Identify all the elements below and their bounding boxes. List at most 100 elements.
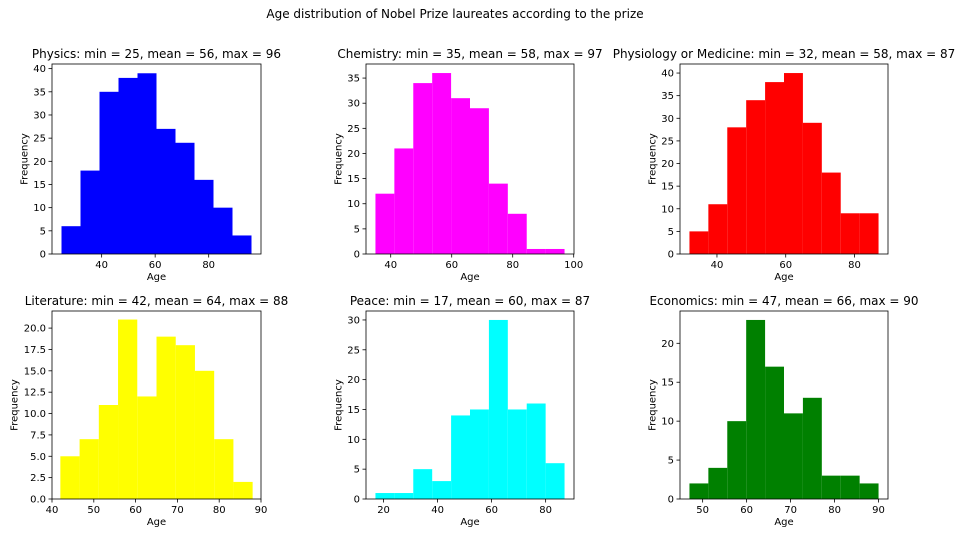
y-tick-label: 5 bbox=[668, 227, 674, 238]
y-tick-label: 5 bbox=[354, 224, 360, 235]
x-tick-label: 60 bbox=[779, 260, 792, 271]
bars bbox=[689, 73, 879, 254]
histogram-bar bbox=[727, 127, 747, 254]
y-tick-label: 15 bbox=[33, 180, 46, 191]
histogram-bar bbox=[840, 213, 860, 254]
y-tick-label: 20 bbox=[661, 339, 674, 350]
y-tick-label: 5 bbox=[354, 465, 360, 476]
y-tick-label: 0 bbox=[354, 495, 360, 506]
histogram-bar bbox=[60, 456, 80, 499]
histogram-bar bbox=[470, 409, 489, 499]
histogram-bar bbox=[118, 77, 138, 254]
histogram-physics: Physics: min = 25, mean = 56, max = 96 A… bbox=[19, 47, 281, 283]
y-tick-label: 7.5 bbox=[30, 430, 46, 441]
histogram-bar bbox=[175, 345, 195, 499]
axes-frame bbox=[365, 63, 575, 255]
ticks: 50 60 70 80 90 0 5 10 15 20 bbox=[661, 339, 885, 516]
y-axis-label: Frequency bbox=[10, 379, 21, 431]
histogram-bar bbox=[413, 83, 433, 255]
axes-frame bbox=[679, 310, 889, 500]
histogram-bar bbox=[689, 483, 709, 499]
y-tick-label: 15 bbox=[347, 405, 360, 416]
x-tick-label: 70 bbox=[171, 505, 184, 516]
histogram-economics: Economics: min = 47, mean = 66, max = 90… bbox=[647, 294, 918, 528]
y-axis-label: Frequency bbox=[19, 133, 30, 185]
histogram-bar bbox=[98, 405, 119, 499]
axes-frame bbox=[51, 63, 262, 255]
histogram-bar bbox=[821, 475, 841, 499]
x-tick-label: 40 bbox=[46, 505, 59, 516]
x-axis-label: Age bbox=[774, 272, 793, 283]
histogram-bar bbox=[488, 319, 508, 499]
x-tick-label: 80 bbox=[506, 260, 519, 271]
chart-title: Physics: min = 25, mean = 56, max = 96 bbox=[32, 47, 281, 61]
histogram-bar bbox=[859, 483, 879, 499]
histogram-bar bbox=[432, 481, 452, 499]
chart-title: Peace: min = 17, mean = 60, max = 87 bbox=[350, 294, 590, 308]
y-tick-label: 25 bbox=[33, 134, 46, 145]
y-tick-label: 0 bbox=[668, 250, 674, 261]
bars bbox=[689, 319, 879, 499]
histogram-chemistry: Chemistry: min = 35, mean = 58, max = 97… bbox=[333, 47, 602, 283]
y-tick-label: 0.0 bbox=[30, 495, 46, 506]
histogram-bar bbox=[727, 421, 747, 499]
x-tick-label: 60 bbox=[740, 505, 753, 516]
histogram-bar bbox=[214, 439, 234, 499]
y-tick-label: 15 bbox=[661, 378, 674, 389]
x-axis-label: Age bbox=[460, 272, 479, 283]
y-tick-label: 10.0 bbox=[24, 409, 46, 420]
x-tick-label: 100 bbox=[564, 260, 583, 271]
y-tick-label: 30 bbox=[33, 110, 46, 121]
y-tick-label: 10 bbox=[661, 417, 674, 428]
histogram-physiology-or-medicine: Physiology or Medicine: min = 32, mean =… bbox=[613, 47, 956, 283]
histogram-bar bbox=[213, 207, 233, 254]
y-tick-label: 15.0 bbox=[24, 366, 46, 377]
y-axis-label: Frequency bbox=[333, 379, 344, 431]
histogram-bar bbox=[507, 213, 527, 254]
histogram-bar bbox=[61, 226, 81, 254]
histogram-bar bbox=[859, 213, 879, 254]
y-tick-label: 2.5 bbox=[30, 473, 46, 484]
y-axis-label: Frequency bbox=[333, 133, 344, 185]
histogram-bar bbox=[765, 366, 784, 499]
y-tick-label: 17.5 bbox=[24, 345, 46, 356]
x-tick-label: 70 bbox=[784, 505, 797, 516]
y-tick-label: 20.0 bbox=[24, 324, 46, 335]
y-tick-label: 30 bbox=[347, 315, 360, 326]
y-tick-label: 35 bbox=[661, 91, 674, 102]
histogram-bar bbox=[156, 336, 176, 499]
chart-title: Chemistry: min = 35, mean = 58, max = 97 bbox=[337, 47, 602, 61]
histogram-bar bbox=[746, 319, 766, 499]
histogram-bar bbox=[194, 179, 214, 254]
y-tick-label: 30 bbox=[661, 114, 674, 125]
figure-suptitle: Age distribution of Nobel Prize laureate… bbox=[266, 7, 643, 21]
histogram-bar bbox=[394, 148, 414, 254]
histogram-bar bbox=[375, 193, 395, 254]
y-tick-label: 0 bbox=[668, 495, 674, 506]
x-axis-label: Age bbox=[147, 272, 166, 283]
histogram-bar bbox=[526, 403, 546, 499]
y-tick-label: 25 bbox=[347, 345, 360, 356]
histogram-bar bbox=[194, 370, 215, 499]
ticks: 40 60 80 0 5 10 15 20 25 30 35 40 bbox=[33, 64, 215, 271]
histogram-bar bbox=[507, 409, 527, 499]
x-tick-label: 80 bbox=[202, 260, 215, 271]
histogram-bar bbox=[802, 122, 822, 254]
histogram-bar bbox=[375, 493, 395, 499]
axes-frame bbox=[51, 310, 262, 500]
x-tick-label: 40 bbox=[431, 505, 444, 516]
y-tick-label: 12.5 bbox=[24, 388, 46, 399]
histogram-bar bbox=[232, 235, 252, 254]
y-axis-label: Frequency bbox=[647, 379, 658, 431]
histogram-bar bbox=[79, 439, 99, 499]
chart-title: Literature: min = 42, mean = 64, max = 8… bbox=[25, 294, 289, 308]
x-tick-label: 40 bbox=[384, 260, 397, 271]
x-axis-label: Age bbox=[774, 517, 793, 528]
histogram-bar bbox=[765, 82, 784, 254]
x-tick-label: 60 bbox=[485, 505, 498, 516]
histogram-bar bbox=[413, 469, 433, 499]
y-tick-label: 5 bbox=[40, 226, 46, 237]
histogram-literature: Literature: min = 42, mean = 64, max = 8… bbox=[10, 294, 289, 528]
histogram-peace: Peace: min = 17, mean = 60, max = 87 Age… bbox=[333, 294, 590, 528]
